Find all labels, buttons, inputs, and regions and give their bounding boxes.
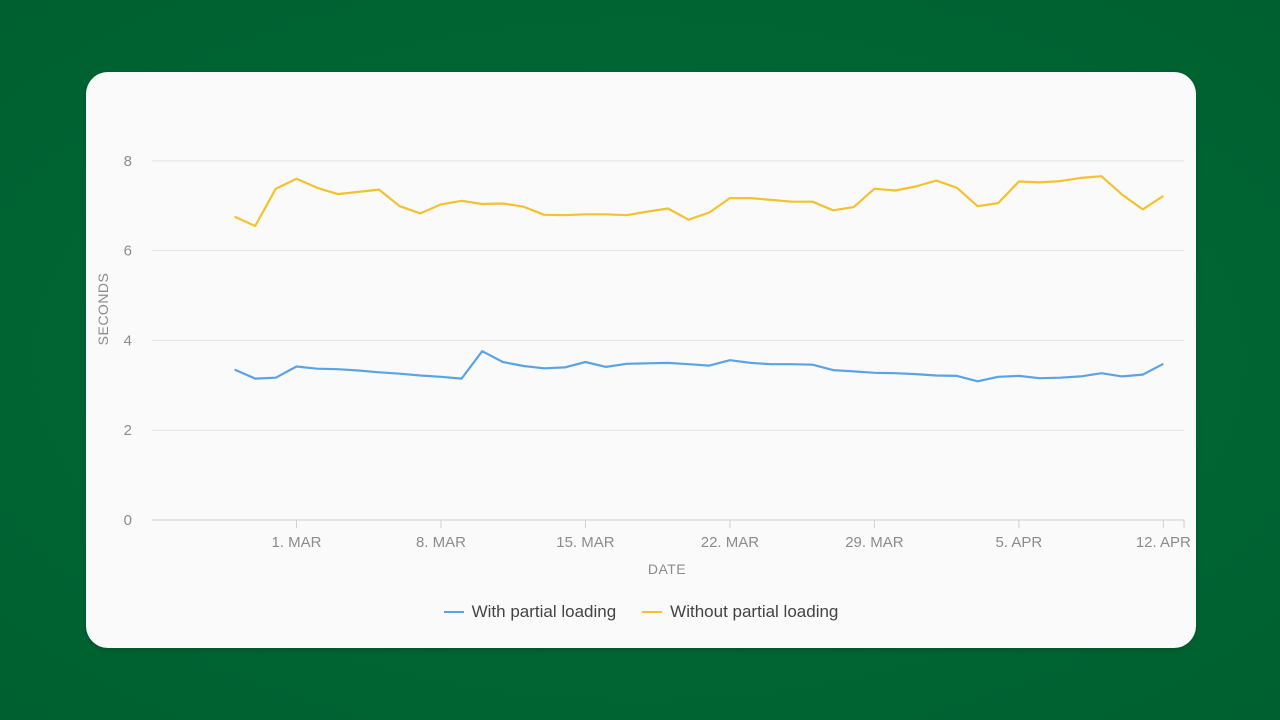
x-axis-title: DATE [648,561,686,577]
y-axis-ticks: 0 2 4 6 8 [124,153,132,529]
legend-item-without[interactable]: Without partial loading [642,602,838,622]
y-tick-label: 8 [124,153,132,170]
y-tick-label: 2 [124,422,132,439]
series-lines [234,175,1165,383]
legend-swatch-without [642,611,663,613]
y-tick-label: 0 [124,512,132,529]
series-line-with-partial-loading[interactable] [234,350,1164,383]
x-tick-label: 5. APR [996,534,1043,551]
x-tick-label: 1. MAR [271,534,321,551]
x-tick-label: 15. MAR [556,534,615,551]
legend-label-without: Without partial loading [670,602,839,621]
x-tick-label: 29. MAR [845,534,904,551]
line-chart: 0 2 4 6 8 1. MAR 8. MAR 15. MAR 22. MAR 29. MAR 5… [95,153,1191,577]
legend-swatch-with [443,611,464,613]
x-tick-label: 8. MAR [416,534,466,551]
y-tick-label: 6 [124,243,132,260]
y-axis-title: SECONDS [95,273,111,346]
chart-card: 0 2 4 6 8 1. MAR 8. MAR 15. MAR 22. MAR 29. MAR 5… [86,72,1196,648]
x-tick-label: 12. APR [1136,534,1191,551]
chart-legend: With partial loading Without partial loa… [86,602,1196,622]
grid-lines [152,160,1184,521]
x-tick-label: 22. MAR [701,534,760,551]
x-axis-ticks: 1. MAR 8. MAR 15. MAR 22. MAR 29. MAR 5. APR 1… [271,520,1191,551]
legend-item-with[interactable]: With partial loading [443,602,617,622]
legend-label-with: With partial loading [471,602,617,621]
series-line-without-partial-loading[interactable] [234,175,1165,228]
y-tick-label: 4 [124,332,132,349]
